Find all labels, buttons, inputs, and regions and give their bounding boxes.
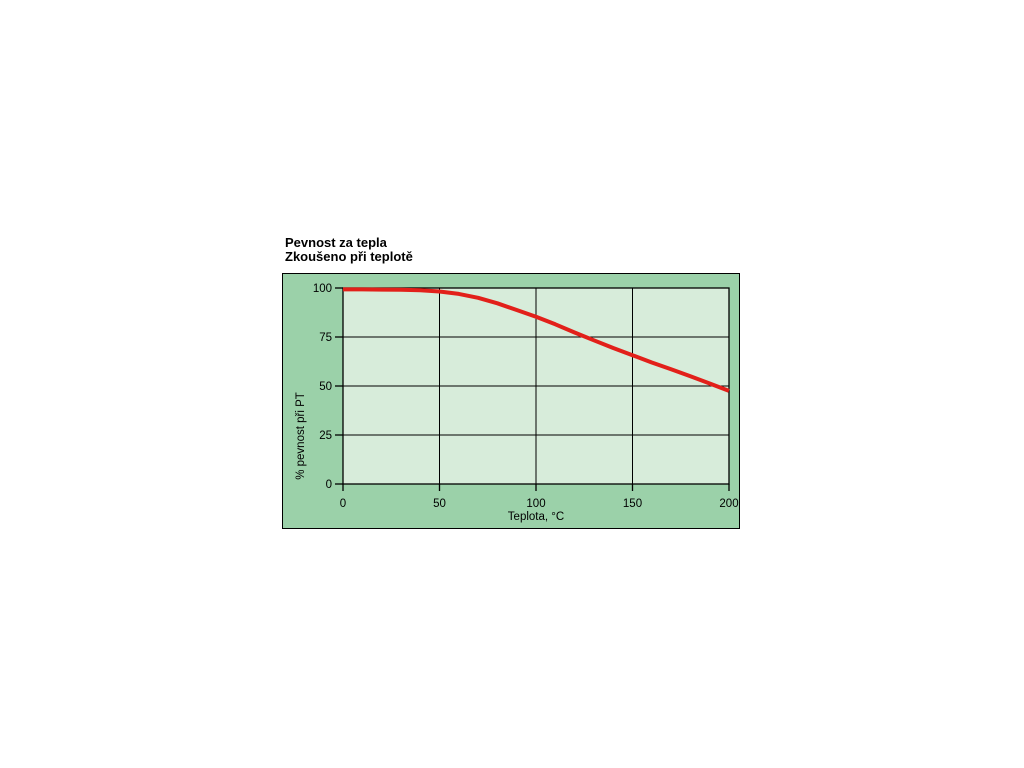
plot-border (342, 287, 730, 485)
tick-label-y-25: 25 (319, 430, 332, 442)
tick-label-y-50: 50 (319, 381, 332, 393)
chart-title: Pevnost za tepla Zkoušeno při teplotě (285, 236, 413, 264)
tick-label-x-0: 0 (340, 498, 346, 510)
x-axis-title: Teplota, °C (507, 511, 565, 523)
data-curve-pevnost-pri-PT (343, 287, 730, 393)
tick-label-y-75: 75 (319, 332, 332, 344)
tick-label-y-0: 0 (326, 479, 332, 491)
tick-label-x-150: 150 (623, 498, 642, 510)
tick-label-x-50: 50 (433, 498, 446, 510)
chart-title-line2: Zkoušeno při teplotě (285, 249, 413, 264)
chart-panel: 0 50 100 150 200 0 25 50 75 100 % pevnost při PT … (282, 273, 740, 529)
plot-canvas: 0 50 100 150 200 0 25 50 75 100 (313, 283, 739, 510)
tick-label-x-200: 200 (719, 498, 738, 510)
tick-label-x-100: 100 (526, 498, 545, 510)
y-axis-title: % pevnost při PT (295, 392, 307, 480)
tick-label-y-100: 100 (313, 283, 332, 295)
chart-title-line1: Pevnost za tepla (285, 235, 387, 250)
